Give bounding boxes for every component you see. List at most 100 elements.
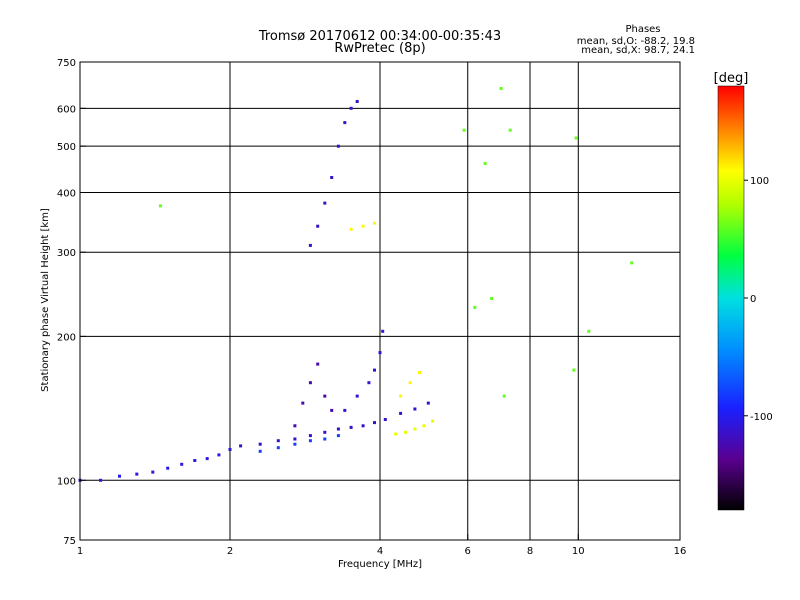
echo-point (378, 351, 382, 355)
echo-point (151, 470, 155, 474)
y-tick-label: 200 (57, 332, 76, 343)
echo-point (118, 474, 121, 478)
x-tick-label: 16 (674, 546, 687, 557)
x-tick-label: 10 (572, 546, 585, 557)
echo-point (355, 100, 359, 103)
echo-point (343, 121, 347, 125)
echo-point (135, 472, 139, 476)
echo-point (349, 425, 353, 429)
stats-line-x: mean, sd,X: 98.7, 24.1 (581, 45, 695, 56)
echo-point (323, 201, 327, 205)
x-tick-label: 8 (527, 546, 533, 557)
echo-point (239, 444, 243, 448)
echo-point (308, 381, 312, 385)
echo-point (373, 368, 376, 372)
y-tick-label: 600 (57, 104, 76, 115)
echo-point (572, 368, 576, 372)
echo-point (308, 243, 312, 247)
echo-point (404, 430, 407, 434)
echo-point (367, 381, 371, 385)
y-tick-label: 75 (63, 536, 76, 547)
colorbar-tick-label: -100 (750, 412, 773, 423)
echo-point (413, 407, 417, 411)
y-axis-label: Stationary phase Virtual Height [km] (40, 208, 51, 392)
echo-point (336, 434, 340, 438)
echo-point (508, 128, 512, 132)
echo-point (316, 224, 320, 228)
x-axis-ticks: 1 2 4 6 8 10 16 (77, 534, 687, 557)
echo-point (408, 381, 412, 385)
echo-point (574, 136, 578, 140)
y-axis-ticks: 75 100 200 300 400 500 600 750 (57, 58, 86, 547)
echo-point (462, 128, 466, 132)
echo-point (394, 432, 398, 436)
colorbar-ticks: 100 0 -100 (744, 176, 773, 423)
echo-point (502, 394, 506, 398)
echo-point (293, 424, 297, 428)
echo-point (193, 459, 197, 462)
echo-point (330, 408, 334, 412)
echo-point (258, 449, 262, 453)
echo-point (473, 305, 477, 309)
chart-subtitle: RwPretec (8p) (334, 41, 425, 56)
echo-point (399, 411, 403, 415)
echo-point (499, 87, 503, 90)
echo-point (431, 419, 435, 423)
echo-point (343, 408, 347, 412)
echo-point (276, 446, 280, 450)
colorbar (717, 85, 745, 511)
echo-point (323, 394, 327, 398)
echo-point (426, 401, 430, 405)
chart-title: Tromsø 20170612 00:34:00-00:35:43 (258, 29, 501, 44)
echo-point (205, 457, 209, 461)
echo-point (361, 424, 365, 428)
echo-point (630, 261, 634, 265)
echo-point (383, 418, 387, 421)
echo-point (99, 478, 103, 482)
y-tick-label: 300 (57, 248, 76, 259)
x-axis-label: Frequency [MHz] (338, 559, 422, 570)
echo-point (490, 297, 494, 300)
x-tick-label: 1 (77, 546, 83, 557)
echo-point (293, 437, 297, 441)
echo-point (166, 466, 170, 470)
echo-point (413, 427, 417, 431)
x-tick-label: 4 (377, 546, 383, 557)
colorbar-tick-label: 100 (750, 176, 769, 187)
echo-point (308, 434, 312, 438)
colorbar-tick-label: 0 (750, 294, 756, 305)
echo-point (361, 224, 365, 228)
echo-point (217, 453, 221, 457)
echo-point (355, 394, 359, 398)
y-tick-label: 750 (57, 58, 76, 69)
echo-point (587, 329, 591, 333)
echo-point (228, 448, 232, 451)
stats-header: Phases (625, 24, 660, 35)
echo-point (301, 401, 305, 405)
echo-points (78, 87, 634, 482)
echo-point (349, 106, 353, 110)
x-tick-label: 2 (227, 546, 233, 557)
echo-point (336, 427, 340, 431)
echo-point (316, 362, 320, 366)
echo-point (418, 371, 421, 375)
y-tick-label: 400 (57, 188, 76, 199)
echo-point (399, 394, 403, 398)
echo-point (180, 462, 184, 466)
echo-point (323, 437, 327, 441)
echo-point (336, 144, 340, 148)
echo-point (349, 227, 353, 231)
y-tick-label: 100 (57, 476, 76, 487)
echo-point (158, 204, 162, 208)
echo-point (381, 329, 385, 333)
x-tick-label: 6 (465, 546, 471, 557)
echo-point (330, 176, 334, 179)
echo-point (323, 430, 327, 434)
y-tick-label: 500 (57, 142, 76, 153)
echo-point (308, 439, 312, 443)
echo-point (276, 439, 280, 443)
echo-point (293, 442, 297, 446)
echo-point (373, 421, 376, 425)
grid-lines (80, 62, 680, 540)
